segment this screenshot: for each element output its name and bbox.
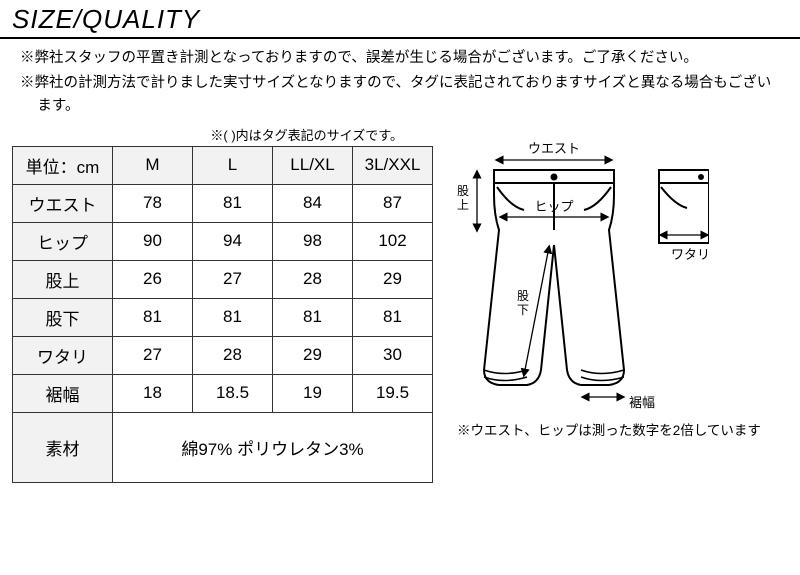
cell: 78 xyxy=(113,184,193,222)
cell: 84 xyxy=(273,184,353,222)
size-table-wrap: ※( )内はタグ表記のサイズです。 単位：cm M L LL/XL 3L/XXL… xyxy=(12,125,433,483)
unit-label: 単位：cm xyxy=(13,146,113,184)
row-label: ワタリ xyxy=(13,336,113,374)
cell: 19.5 xyxy=(353,374,433,412)
table-row: 股下 81 81 81 81 xyxy=(13,298,433,336)
cell: 90 xyxy=(113,222,193,260)
cell: 27 xyxy=(193,260,273,298)
cell: 94 xyxy=(193,222,273,260)
cell: 18 xyxy=(113,374,193,412)
cell: 18.5 xyxy=(193,374,273,412)
table-header-row: 単位：cm M L LL/XL 3L/XXL xyxy=(13,146,433,184)
cell: 27 xyxy=(113,336,193,374)
table-row: ウエスト 78 81 84 87 xyxy=(13,184,433,222)
cell: 81 xyxy=(193,298,273,336)
diagram-label-rise: 股上 xyxy=(457,184,469,212)
table-row: 股上 26 27 28 29 xyxy=(13,260,433,298)
cell: 26 xyxy=(113,260,193,298)
cell: 28 xyxy=(273,260,353,298)
row-label: ウエスト xyxy=(13,184,113,222)
pants-diagram-svg: ウエスト ヒップ 股上 股下 裾幅 ワタリ xyxy=(449,135,709,415)
diagram-label-inseam: 股下 xyxy=(517,289,529,317)
note-2: ※弊社の計測方法で計りました実寸サイズとなりますので、タグに表記されておりますサ… xyxy=(20,72,780,118)
cell: 29 xyxy=(273,336,353,374)
table-row: 裾幅 18 18.5 19 19.5 xyxy=(13,374,433,412)
cell: 81 xyxy=(273,298,353,336)
row-label: 股上 xyxy=(13,260,113,298)
cell: 81 xyxy=(193,184,273,222)
size-col-ll: LL/XL xyxy=(273,146,353,184)
cell: 19 xyxy=(273,374,353,412)
cell: 98 xyxy=(273,222,353,260)
row-label: 股下 xyxy=(13,298,113,336)
page-title: SIZE/QUALITY xyxy=(12,4,800,35)
table-row: ワタリ 27 28 29 30 xyxy=(13,336,433,374)
measurement-diagram: ウエスト ヒップ 股上 股下 裾幅 ワタリ ※ウエスト、ヒップは測った数字を2倍… xyxy=(433,125,788,483)
diagram-label-hip: ヒップ xyxy=(534,199,573,214)
tag-note: ※( )内はタグ表記のサイズです。 xyxy=(12,125,433,144)
diagram-label-hem: 裾幅 xyxy=(629,395,655,410)
row-label: ヒップ xyxy=(13,222,113,260)
cell: 81 xyxy=(113,298,193,336)
header: SIZE/QUALITY xyxy=(0,0,800,39)
diagram-label-waist: ウエスト xyxy=(528,141,580,156)
size-col-3l: 3L/XXL xyxy=(353,146,433,184)
cell: 81 xyxy=(353,298,433,336)
diagram-label-thigh: ワタリ xyxy=(671,247,709,262)
material-label: 素材 xyxy=(13,412,113,482)
notes-block: ※弊社スタッフの平置き計測となっておりますので、誤差が生じる場合がございます。ご… xyxy=(0,39,800,125)
table-row: ヒップ 90 94 98 102 xyxy=(13,222,433,260)
cell: 28 xyxy=(193,336,273,374)
cell: 29 xyxy=(353,260,433,298)
row-label: 裾幅 xyxy=(13,374,113,412)
material-row: 素材 綿97% ポリウレタン3% xyxy=(13,412,433,482)
note-1: ※弊社スタッフの平置き計測となっておりますので、誤差が生じる場合がございます。ご… xyxy=(20,47,780,70)
cell: 102 xyxy=(353,222,433,260)
material-value: 綿97% ポリウレタン3% xyxy=(113,412,433,482)
size-table: 単位：cm M L LL/XL 3L/XXL ウエスト 78 81 84 87 … xyxy=(12,146,433,483)
size-col-l: L xyxy=(193,146,273,184)
cell: 30 xyxy=(353,336,433,374)
diagram-footnote: ※ウエスト、ヒップは測った数字を2倍しています xyxy=(449,421,788,441)
cell: 87 xyxy=(353,184,433,222)
size-col-m: M xyxy=(113,146,193,184)
